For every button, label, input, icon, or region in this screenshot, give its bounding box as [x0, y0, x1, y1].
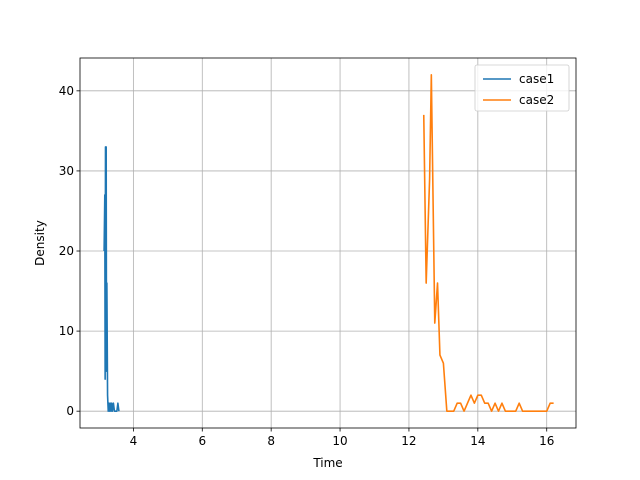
legend-label-case1: case1 — [519, 72, 554, 86]
y-tick-label: 10 — [59, 324, 74, 338]
axis-ticks: 4 6 8 10 12 14 16 0 10 20 30 40 — [59, 84, 555, 448]
legend-label-case2: case2 — [519, 93, 554, 107]
x-tick-label: 12 — [401, 434, 416, 448]
series-line-case2 — [422, 74, 554, 412]
legend: case1 case2 — [474, 64, 570, 112]
x-tick-label: 10 — [332, 434, 347, 448]
x-tick-label: 4 — [130, 434, 138, 448]
y-axis-label: Density — [33, 220, 47, 266]
series-layer — [103, 74, 554, 412]
y-tick-label: 0 — [66, 404, 74, 418]
plot-frame — [79, 57, 577, 429]
x-tick-label: 16 — [539, 434, 554, 448]
y-tick-label: 40 — [59, 84, 74, 98]
x-tick-label: 14 — [470, 434, 485, 448]
grid-lines — [80, 58, 576, 428]
x-tick-label: 8 — [267, 434, 275, 448]
y-tick-label: 30 — [59, 164, 74, 178]
x-axis-label: Time — [312, 456, 342, 470]
y-tick-label: 20 — [59, 244, 74, 258]
x-tick-label: 6 — [198, 434, 206, 448]
series-line-case1 — [103, 146, 120, 412]
